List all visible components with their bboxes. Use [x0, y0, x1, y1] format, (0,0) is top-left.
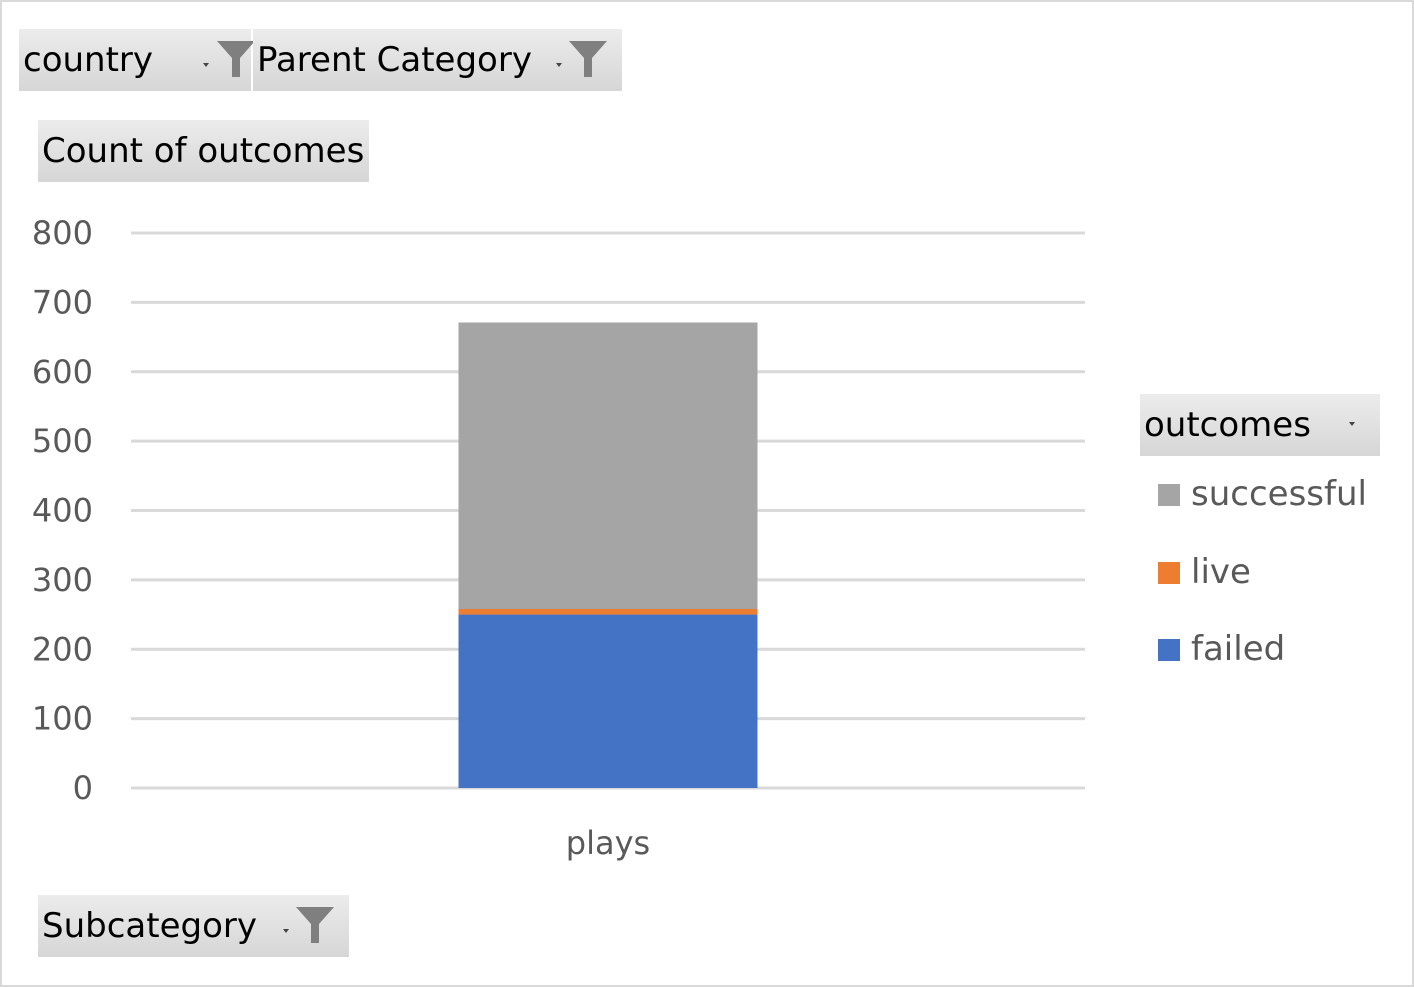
legend-label: successful: [1191, 474, 1367, 514]
outcomes-field-label: outcomes: [1144, 405, 1311, 445]
parent-category-filter-label: Parent Category: [257, 40, 532, 80]
subcategory-filter-label: Subcategory: [42, 906, 257, 946]
x-axis-categories: plays: [566, 824, 650, 862]
bars: [458, 322, 758, 788]
legend-swatch: [1158, 561, 1180, 584]
y-axis-ticks: 0 100 200 300 400 500 600 700 800: [32, 214, 93, 807]
outcomes-legend-field-button[interactable]: outcomes: [1140, 394, 1380, 456]
legend-swatch: [1158, 484, 1180, 506]
filter-icon: [217, 41, 255, 77]
value-field-button[interactable]: Count of outcomes: [38, 120, 369, 182]
x-category-label: plays: [566, 824, 650, 862]
y-tick-label: 500: [32, 422, 93, 460]
legend-label: live: [1191, 551, 1251, 592]
bar-segment-successful[interactable]: [458, 322, 758, 610]
country-filter-button[interactable]: country: [19, 29, 255, 91]
dropdown-caret-icon: [556, 63, 562, 67]
y-tick-label: 600: [32, 353, 93, 391]
subcategory-filter-button[interactable]: Subcategory: [38, 895, 349, 957]
parent-category-filter-button[interactable]: Parent Category: [253, 29, 622, 91]
y-tick-label: 0: [73, 769, 93, 807]
bar-segment-live[interactable]: [458, 609, 758, 615]
y-tick-label: 400: [32, 492, 93, 530]
legend-label: failed: [1191, 629, 1286, 669]
dropdown-caret-icon: [283, 929, 289, 933]
y-tick-label: 300: [32, 561, 93, 599]
bar-segment-failed[interactable]: [458, 614, 758, 788]
country-filter-label: country: [23, 40, 154, 80]
y-tick-label: 200: [32, 630, 93, 668]
filter-icon: [569, 41, 607, 77]
legend-swatch: [1158, 639, 1180, 661]
filter-icon: [296, 907, 334, 943]
y-tick-label: 700: [32, 283, 93, 321]
dropdown-caret-icon: [203, 63, 209, 67]
dropdown-caret-icon: [1349, 422, 1355, 426]
y-tick-label: 100: [32, 700, 93, 738]
y-tick-label: 800: [32, 214, 93, 252]
value-field-label: Count of outcomes: [42, 131, 365, 171]
